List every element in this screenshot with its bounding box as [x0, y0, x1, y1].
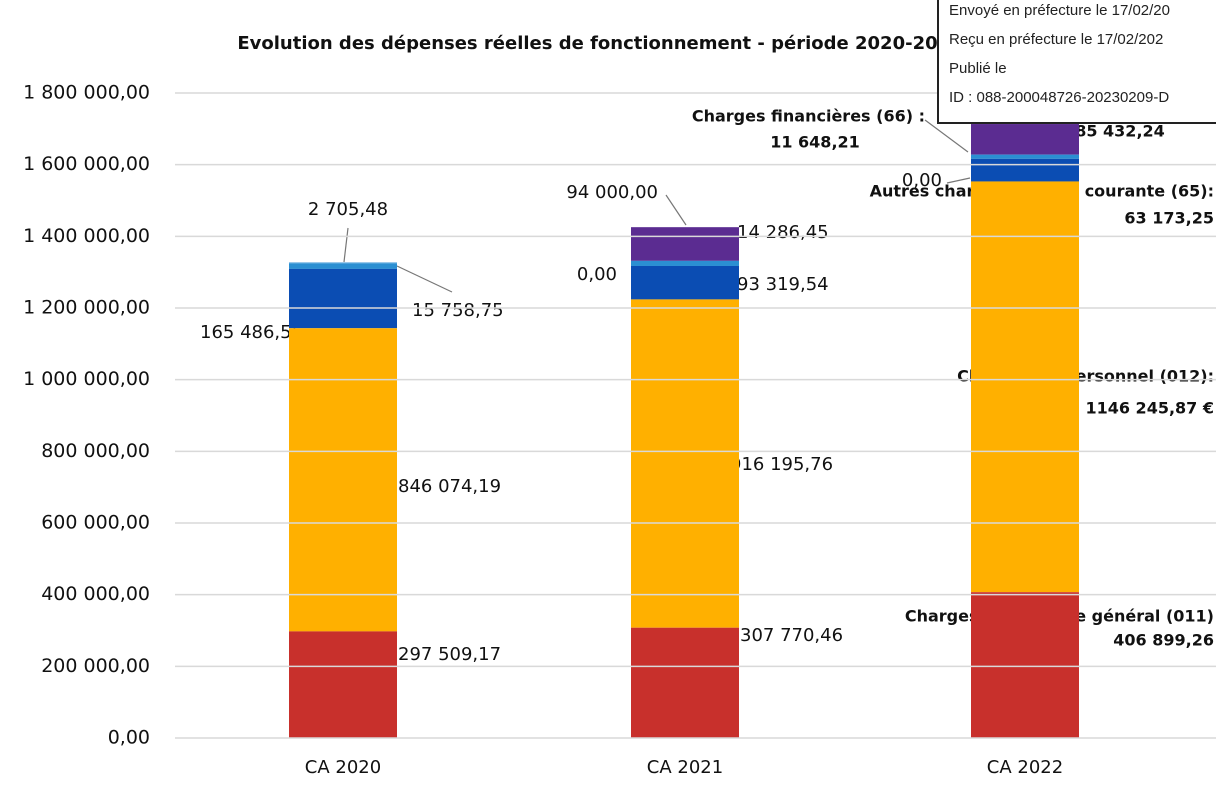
x-tick-label: CA 2022: [987, 757, 1063, 778]
leader-line: [924, 119, 969, 153]
y-tick-label: 1 200 000,00: [23, 297, 150, 319]
data-label: 14 286,45: [737, 222, 829, 243]
data-label: 11 648,21: [770, 133, 860, 152]
data-label: 93 319,54: [737, 274, 829, 295]
y-tick-label: 200 000,00: [41, 655, 150, 677]
bar-segment: [971, 592, 1079, 738]
bar-segment: [289, 263, 397, 269]
data-label: 297 509,17: [398, 644, 501, 665]
bar-segment: [631, 265, 739, 300]
data-label: 15 758,75: [412, 300, 504, 321]
bar-segment: [971, 124, 1079, 155]
data-label: 63 173,25: [1124, 209, 1214, 228]
data-label: 0,00: [577, 264, 617, 285]
chart-title: Evolution des dépenses réelles de foncti…: [237, 33, 962, 54]
bar-segment: [631, 260, 739, 266]
x-tick-label: CA 2020: [305, 757, 381, 778]
bar-segment: [289, 631, 397, 738]
data-label: 846 074,19: [398, 476, 501, 497]
y-tick-label: 400 000,00: [41, 583, 150, 605]
y-tick-label: 1 600 000,00: [23, 153, 150, 175]
y-tick-label: 1 000 000,00: [23, 368, 150, 390]
bar-segment: [289, 268, 397, 329]
data-label: 1146 245,87 €: [1085, 399, 1214, 418]
bar-segment: [631, 627, 739, 738]
leader-line: [665, 194, 687, 226]
bar-segment: [971, 158, 1079, 182]
bar-segment: [289, 262, 397, 264]
y-tick-label: 1 800 000,00: [23, 82, 150, 104]
y-tick-label: 800 000,00: [41, 440, 150, 462]
bar-segment: [631, 227, 739, 261]
bar-segment: [631, 299, 739, 628]
data-label: 916 195,76: [730, 454, 833, 475]
y-tick-label: 600 000,00: [41, 512, 150, 534]
stamp-line: ID : 088-200048726-20230209-D: [949, 89, 1170, 106]
y-tick-label: 1 400 000,00: [23, 225, 150, 247]
data-label: 0,00: [902, 170, 942, 191]
stamp: Envoyé en préfecture le 17/02/20 Reçu en…: [937, 0, 1216, 124]
series-annotation: Charges financières (66) :: [692, 107, 925, 126]
bar-segment: [289, 328, 397, 632]
leader-line: [343, 227, 349, 263]
data-label: 406 899,26: [1113, 631, 1214, 650]
bar-segment: [971, 181, 1079, 593]
x-tick-label: CA 2021: [647, 757, 723, 778]
data-label: 85 432,24: [1075, 122, 1165, 141]
data-label: 2 705,48: [308, 199, 388, 220]
stamp-line: Envoyé en préfecture le 17/02/20: [949, 2, 1170, 19]
data-label: 94 000,00: [566, 182, 658, 203]
leader-line: [946, 177, 971, 184]
data-label: 165 486,55: [200, 322, 303, 343]
bar-segment: [971, 154, 1079, 159]
y-tick-label: 0,00: [108, 727, 150, 749]
stamp-line: Publié le: [949, 60, 1007, 77]
stamp-line: Reçu en préfecture le 17/02/202: [949, 31, 1164, 48]
leader-line: [396, 265, 453, 293]
data-label: 307 770,46: [740, 625, 843, 646]
